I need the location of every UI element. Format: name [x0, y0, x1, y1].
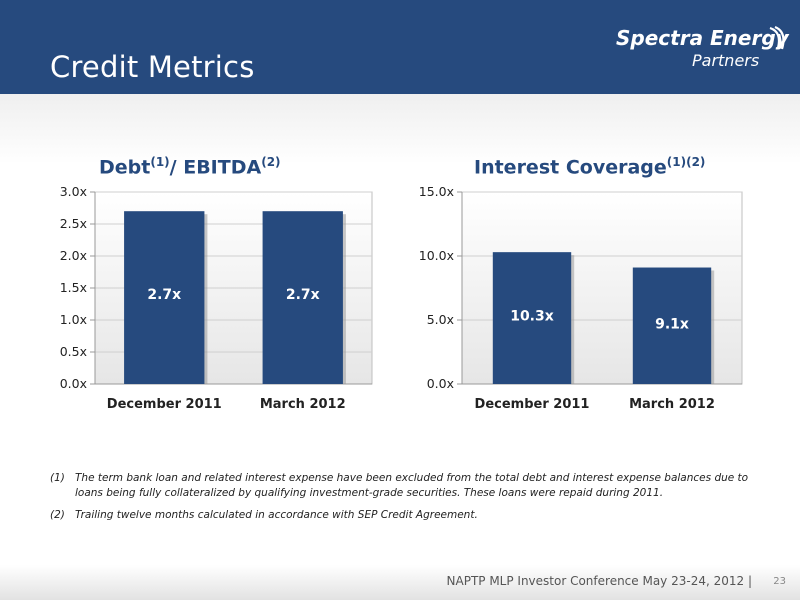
y-tick-label: 0.0x — [60, 376, 87, 391]
page-title: Credit Metrics — [50, 50, 255, 84]
y-tick-label: 15.0x — [419, 184, 454, 199]
left-chart-title: Debt(1)/ EBITDA(2) — [99, 155, 281, 179]
bar — [262, 211, 343, 384]
bar — [124, 211, 205, 384]
logo-brand-text: Spectra Energy — [616, 26, 789, 50]
data-label: 2.7x — [147, 287, 181, 303]
y-tick-label: 5.0x — [427, 312, 454, 327]
x-category-label: March 2012 — [260, 397, 346, 412]
x-category-label: December 2011 — [475, 397, 590, 412]
interest-coverage-chart: 0.0x 5.0x 10.0x 15.0x 10.3x December 2011 9.1x… — [419, 184, 743, 412]
y-tick-label: 10.0x — [419, 248, 454, 263]
header-gradient-band — [0, 94, 800, 164]
logo-sub-text: Partners — [692, 51, 760, 70]
footnote-2: (2) Trailing twelve months calculated in… — [50, 509, 478, 521]
page-number: 23 — [773, 576, 786, 587]
debt-ebitda-chart: 0.0x 0.5x 1.0x 1.5x 2.0x 2.5x 3.0x 2.7x December… — [60, 184, 373, 412]
y-tick-label: 2.0x — [60, 248, 87, 263]
y-tick-label: 3.0x — [60, 184, 87, 199]
y-tick-label: 0.0x — [427, 376, 454, 391]
y-tick-label: 1.5x — [60, 280, 87, 295]
spectra-energy-partners-logo: Spectra Energy Partners — [614, 26, 790, 76]
bar — [632, 267, 712, 384]
data-label: 2.7x — [286, 287, 320, 303]
y-tick-label: 1.0x — [60, 312, 87, 327]
data-label: 10.3x — [510, 308, 554, 324]
x-category-label: December 2011 — [107, 397, 222, 412]
data-label: 9.1x — [655, 316, 689, 332]
y-tick-label: 2.5x — [60, 216, 87, 231]
bar — [492, 252, 572, 384]
footnote-1: (1) The term bank loan and related inter… — [50, 472, 749, 499]
footnotes: (1) The term bank loan and related inter… — [50, 471, 750, 530]
right-chart-title: Interest Coverage(1)(2) — [474, 155, 706, 179]
footer-band — [0, 565, 800, 600]
footer-text: NAPTP MLP Investor Conference May 23-24,… — [446, 574, 752, 588]
logo-swoosh-icon — [769, 26, 785, 50]
header-bar: Credit Metrics Spectra Energy Partners — [0, 0, 800, 94]
x-category-label: March 2012 — [629, 397, 715, 412]
y-tick-label: 0.5x — [60, 344, 87, 359]
